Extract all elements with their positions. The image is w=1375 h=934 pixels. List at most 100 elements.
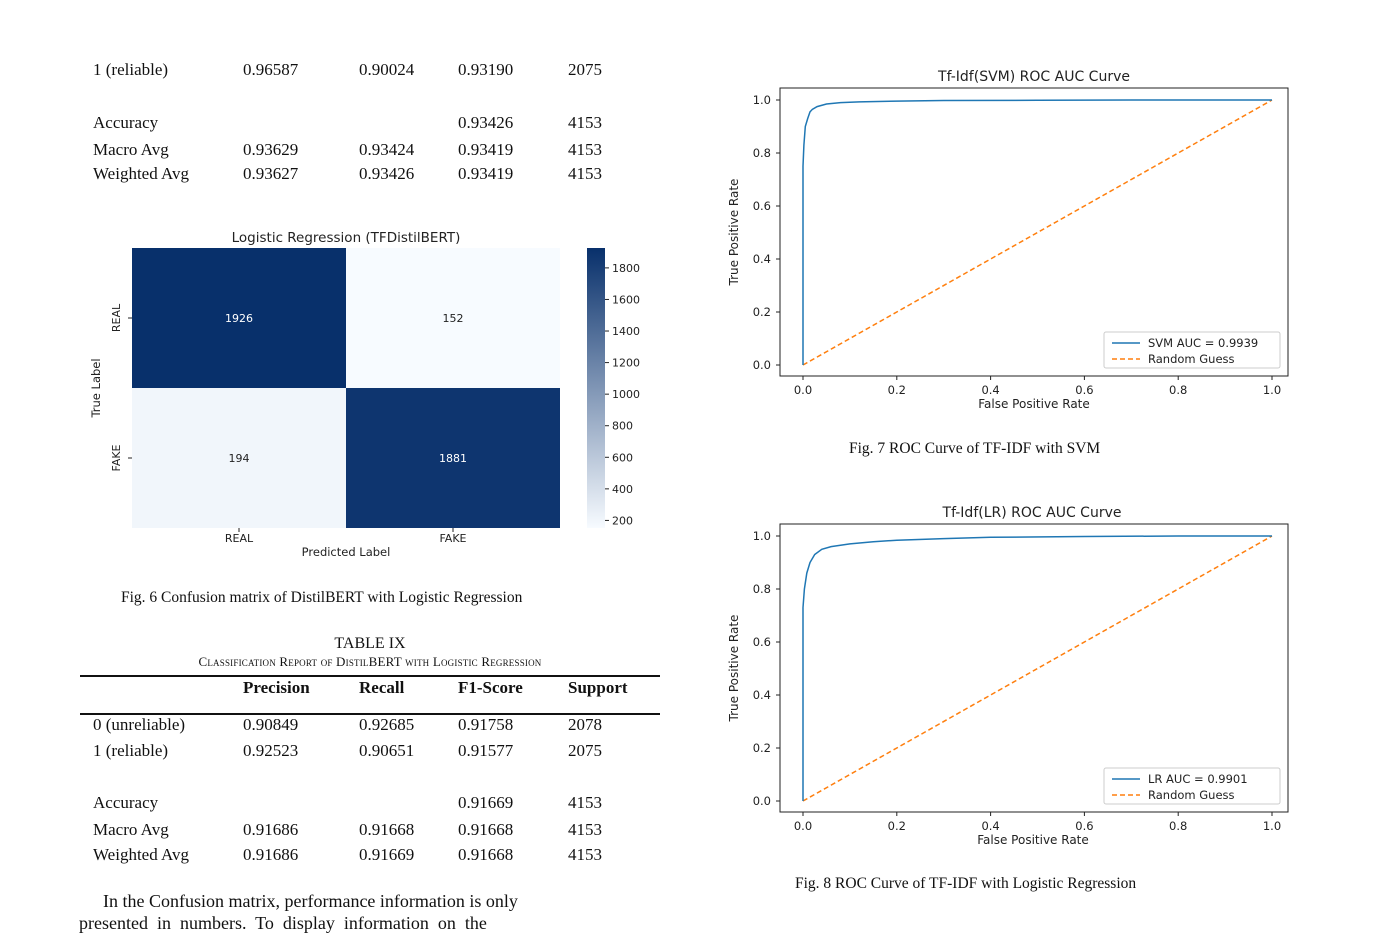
- column-header: Recall: [359, 678, 405, 697]
- f1-cell: 0.93190: [458, 60, 514, 79]
- x-tick-label: 0.4: [981, 819, 999, 833]
- table-row: Accuracy 0.93426 4153: [80, 113, 660, 137]
- recall-cell: 0.91669: [359, 845, 415, 864]
- row-label: Macro Avg: [93, 140, 169, 159]
- y-tick-label: REAL: [110, 303, 123, 332]
- precision-cell: 0.91686: [243, 845, 299, 864]
- heatmap-cell: [132, 248, 346, 388]
- x-tick-label: FAKE: [439, 532, 466, 545]
- table-top-rule: [80, 675, 660, 677]
- x-tick-label: 0.0: [794, 819, 812, 833]
- y-tick-label: 0.6: [753, 199, 771, 213]
- row-label: 0 (unreliable): [93, 715, 186, 734]
- column-header: Support: [568, 678, 628, 697]
- axes-frame: [779, 523, 1289, 813]
- table-ix: Precision Recall F1-Score Support 0 (unr…: [80, 678, 660, 868]
- support-cell: 4153: [568, 164, 602, 183]
- x-tick-label: REAL: [225, 532, 254, 545]
- x-tick-label: 0.8: [1169, 819, 1187, 833]
- table-row: 1 (reliable) 0.96587 0.90024 0.93190 207…: [80, 60, 660, 84]
- column-header: F1-Score: [458, 678, 523, 697]
- table-row: Weighted Avg 0.93627 0.93426 0.93419 415…: [80, 164, 660, 188]
- colorbar-tick-label: 1600: [612, 293, 640, 306]
- row-label: Weighted Avg: [93, 845, 190, 864]
- table-row: Macro Avg 0.91686 0.91668 0.91668 4153: [80, 820, 660, 844]
- table-row: Macro Avg 0.93629 0.93424 0.93419 4153: [80, 140, 660, 164]
- f1-cell: 0.93419: [458, 164, 514, 183]
- table-row: Weighted Avg 0.91686 0.91669 0.91668 415…: [80, 845, 660, 869]
- legend-label: Random Guess: [1148, 788, 1235, 802]
- row-label: Accuracy: [93, 113, 159, 132]
- precision-cell: 0.93629: [243, 140, 299, 159]
- x-tick-label: 1.0: [1263, 819, 1281, 833]
- heatmap-cell: [346, 388, 560, 528]
- roc-curve-line: [802, 535, 1272, 801]
- y-tick-label: 0.2: [753, 305, 771, 319]
- table-header-rule: [80, 713, 660, 715]
- f1-cell: 0.91668: [458, 845, 514, 864]
- x-tick-label: 0.0: [794, 383, 812, 397]
- support-cell: 2075: [568, 60, 602, 79]
- support-cell: 4153: [568, 113, 602, 132]
- table-row: Accuracy 0.91669 4153: [80, 793, 660, 817]
- f1-cell: 0.91758: [458, 715, 514, 734]
- row-label: Weighted Avg: [93, 164, 190, 183]
- top-table: 1 (reliable) 0.96587 0.90024 0.93190 207…: [80, 60, 660, 190]
- x-tick-label: 1.0: [1263, 383, 1281, 397]
- svm-roc-chart: Tf-Idf(SVM) ROC AUC Curve 0.0 0.2 0.4 0.6 0.…: [727, 69, 1289, 411]
- chart-title: Tf-Idf(SVM) ROC AUC Curve: [937, 69, 1130, 85]
- colorbar: [587, 248, 605, 528]
- random-guess-line: [802, 99, 1273, 366]
- precision-cell: 0.92523: [243, 741, 299, 760]
- colorbar-tick-label: 1400: [612, 325, 640, 338]
- x-axis-label: False Positive Rate: [978, 397, 1090, 411]
- support-cell: 4153: [568, 140, 602, 159]
- y-tick-label: FAKE: [110, 444, 123, 471]
- body-paragraph-line: presented in numbers. To display informa…: [79, 913, 487, 933]
- y-tick-label: 0.8: [753, 146, 771, 160]
- cell-value-label: 194: [229, 452, 250, 465]
- table-ix-title: Classification Report of DistilBERT with…: [198, 654, 542, 669]
- y-tick-label: 0.6: [753, 635, 771, 649]
- y-tick-label: 1.0: [753, 529, 771, 543]
- y-tick-label: 0.0: [753, 794, 771, 808]
- fig6-caption: Fig. 6 Confusion matrix of DistilBERT wi…: [121, 589, 523, 606]
- recall-cell: 0.91668: [359, 820, 415, 839]
- lr-roc-chart: Tf-Idf(LR) ROC AUC Curve 0.0 0.2 0.4 0.6 0.8…: [727, 505, 1289, 847]
- y-tick-label: 0.4: [753, 688, 771, 702]
- y-axis-label: True Positive Rate: [727, 615, 741, 723]
- precision-cell: 0.90849: [243, 715, 299, 734]
- roc-curve-line: [802, 99, 1272, 365]
- heatmap-cell: [132, 388, 346, 528]
- x-tick-label: 0.4: [981, 383, 999, 397]
- x-axis-label: False Positive Rate: [977, 833, 1089, 847]
- support-cell: 4153: [568, 793, 602, 812]
- f1-cell: 0.93426: [458, 113, 514, 132]
- support-cell: 4153: [568, 845, 602, 864]
- legend-box: [1103, 331, 1281, 369]
- x-tick-label: 0.2: [888, 383, 906, 397]
- x-tick-label: 0.2: [888, 819, 906, 833]
- table-header-row: Precision Recall F1-Score Support: [80, 678, 660, 702]
- support-cell: 2075: [568, 741, 602, 760]
- recall-cell: 0.93424: [359, 140, 415, 159]
- colorbar-tick-label: 400: [612, 483, 633, 496]
- colorbar-tick-label: 1200: [612, 357, 640, 370]
- legend-label: Random Guess: [1148, 352, 1235, 366]
- table-row: 1 (reliable) 0.92523 0.90651 0.91577 207…: [80, 741, 660, 765]
- colorbar-tick-label: 1000: [612, 388, 640, 401]
- colorbar-tick-label: 600: [612, 451, 633, 464]
- colorbar-tick-label: 1800: [612, 262, 640, 275]
- precision-cell: 0.93627: [243, 164, 299, 183]
- cell-value-label: 152: [443, 312, 464, 325]
- support-cell: 4153: [568, 820, 602, 839]
- chart-title: Tf-Idf(LR) ROC AUC Curve: [942, 505, 1122, 521]
- row-label: Accuracy: [93, 793, 159, 812]
- legend-box: [1103, 767, 1281, 805]
- x-tick-label: 0.8: [1169, 383, 1187, 397]
- x-tick-label: 0.6: [1075, 383, 1093, 397]
- y-tick-label: 0.4: [753, 252, 771, 266]
- fig8-caption: Fig. 8 ROC Curve of TF-IDF with Logistic…: [795, 875, 1137, 892]
- colorbar-tick-label: 800: [612, 420, 633, 433]
- cell-value-label: 1926: [225, 312, 253, 325]
